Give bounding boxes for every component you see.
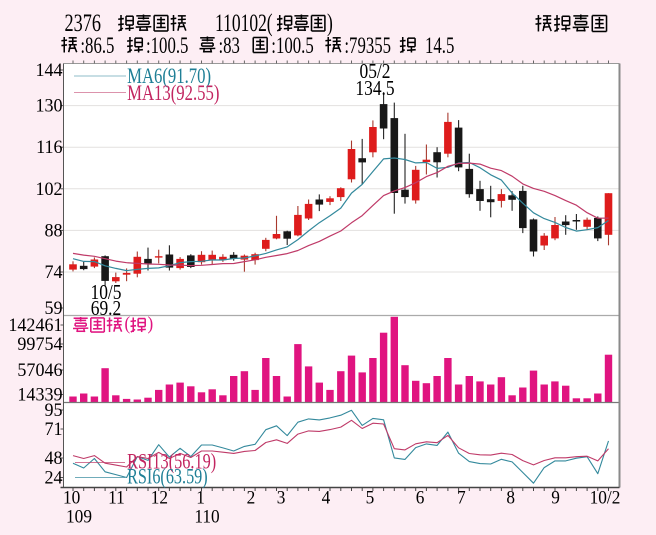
svg-text:110102(: 110102( [215, 9, 273, 37]
svg-text::83: :83 [219, 34, 240, 59]
svg-text:110: 110 [194, 506, 219, 527]
svg-text:RSI13(56.19): RSI13(56.19) [127, 450, 216, 474]
svg-text:10/5: 10/5 [91, 282, 122, 305]
svg-text::100.5: :100.5 [271, 34, 313, 59]
svg-text:134.5: 134.5 [355, 78, 394, 101]
svg-text::100.5: :100.5 [146, 34, 188, 59]
svg-text:142461: 142461 [8, 315, 62, 337]
svg-text:2376: 2376 [65, 9, 102, 36]
svg-text:2: 2 [247, 487, 256, 508]
svg-text:59: 59 [44, 298, 62, 320]
svg-text:74: 74 [44, 262, 62, 284]
svg-text:05/2: 05/2 [360, 61, 391, 84]
svg-text:14339: 14339 [17, 384, 62, 406]
svg-text:57046: 57046 [17, 360, 62, 382]
svg-text:MA13(92.55): MA13(92.55) [127, 82, 219, 106]
svg-text:RSI6(63.59): RSI6(63.59) [127, 465, 208, 489]
svg-text:69.2: 69.2 [91, 298, 121, 321]
svg-text:102: 102 [35, 178, 62, 200]
svg-text:99754: 99754 [17, 334, 62, 356]
svg-text:9: 9 [551, 487, 560, 508]
svg-text:MA6(91.70): MA6(91.70) [127, 65, 211, 89]
svg-text:6: 6 [416, 487, 425, 508]
svg-text:88: 88 [44, 220, 62, 242]
svg-text:116: 116 [36, 137, 62, 159]
svg-text:1: 1 [196, 487, 205, 508]
svg-text:3: 3 [277, 487, 286, 508]
svg-text:11: 11 [108, 487, 125, 508]
svg-text:5: 5 [366, 487, 375, 508]
svg-text:7: 7 [457, 487, 466, 508]
svg-text:109: 109 [66, 506, 92, 527]
svg-text:24: 24 [44, 467, 62, 489]
svg-text:10/2: 10/2 [590, 487, 621, 508]
svg-text:(: ( [125, 313, 131, 335]
svg-text:144: 144 [35, 60, 62, 82]
svg-text::86.5: :86.5 [80, 34, 114, 59]
svg-text::79355: :79355 [344, 34, 391, 59]
svg-text:95: 95 [44, 400, 62, 422]
svg-text:130: 130 [35, 95, 62, 117]
svg-text:71: 71 [44, 419, 62, 441]
svg-text:10: 10 [63, 487, 80, 508]
svg-text:4: 4 [322, 487, 331, 508]
svg-text:12: 12 [151, 487, 168, 508]
svg-text:14.5: 14.5 [425, 34, 454, 59]
svg-text:): ) [148, 313, 154, 335]
svg-text:48: 48 [44, 448, 62, 470]
svg-text:): ) [327, 9, 333, 37]
svg-text:8: 8 [506, 487, 515, 508]
